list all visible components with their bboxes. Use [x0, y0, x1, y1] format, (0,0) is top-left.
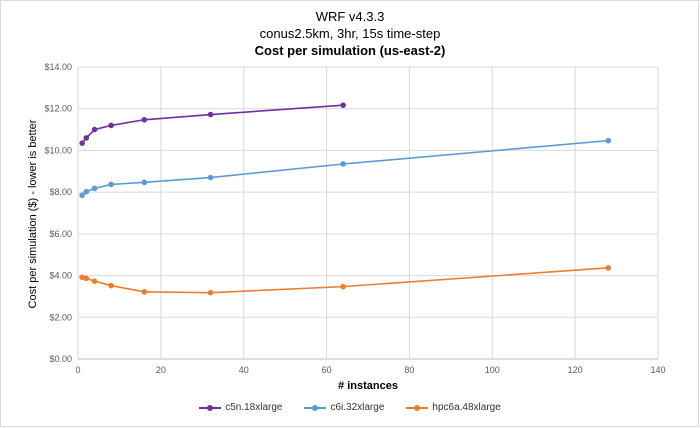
x-tick-label: 140 [650, 365, 665, 375]
x-tick-label: 60 [322, 365, 332, 375]
chart-title-line-3: Cost per simulation (us-east-2) [254, 43, 446, 58]
y-tick-label: $2.00 [49, 312, 72, 322]
y-tick-label: $14.00 [44, 62, 72, 72]
legend-label: c6i.32xlarge [330, 402, 385, 413]
series-line [81, 104, 344, 144]
line-chart: $0.00 $2.00 $4.00 $6.00 $8.00 $10.00 $12.00 $14… [27, 62, 666, 392]
y-tick-label: $4.00 [49, 271, 72, 281]
x-tick-label: 40 [239, 365, 249, 375]
x-tick-label: 0 [75, 365, 80, 375]
data-point [605, 137, 612, 144]
data-point [141, 179, 148, 186]
series-hpc6a.48xlarge [79, 265, 612, 296]
x-axis-label: # instances [338, 380, 398, 392]
y-tick-label: $0.00 [49, 354, 72, 364]
data-point [340, 102, 346, 108]
data-point [340, 283, 346, 290]
legend-item: hpc6a.48xlarge [406, 402, 501, 413]
x-tick-labels: 0 20 40 60 80 100 120 140 [75, 365, 665, 375]
x-tick-label: 20 [156, 365, 166, 375]
data-point [79, 140, 85, 146]
y-tick-label: $10.00 [44, 145, 72, 155]
data-point [91, 126, 98, 133]
y-tick-label: $12.00 [44, 104, 72, 114]
legend-item: c5n.18xlarge [199, 402, 282, 413]
data-point [83, 275, 90, 282]
data-point [79, 192, 85, 199]
x-tick-label: 100 [485, 365, 500, 375]
x-tick-label: 120 [568, 365, 583, 375]
data-point [207, 111, 214, 118]
data-point [108, 282, 114, 289]
legend-marker [304, 404, 327, 412]
y-axis-label: Cost per simulation ($) - lower is bette… [27, 119, 39, 308]
x-tick-label: 80 [404, 365, 414, 375]
y-tick-labels: $0.00 $2.00 $4.00 $6.00 $8.00 $10.00 $12.00 $14… [44, 62, 72, 364]
data-point [108, 122, 114, 129]
data-point [91, 278, 98, 285]
data-point [141, 116, 148, 123]
data-point [91, 185, 98, 192]
chart-title-line-1: WRF v4.3.3 [315, 9, 385, 24]
legend: c5n.18xlarge c6i.32xlarge hpc6a.48xlarge [0, 402, 700, 413]
series-c5n.18xlarge [79, 102, 346, 146]
data-point [83, 188, 90, 195]
legend-label: c5n.18xlarge [225, 402, 283, 413]
legend-item: c6i.32xlarge [304, 402, 384, 413]
chart-title-line-2: conus2.5km, 3hr, 15s time-step [259, 26, 441, 41]
data-point [605, 265, 612, 271]
legend-marker [406, 404, 429, 412]
data-point [207, 174, 214, 181]
data-point [141, 289, 148, 295]
series-lines [79, 102, 612, 296]
legend-marker [199, 404, 222, 412]
data-point [108, 181, 114, 188]
series-c6i.32xlarge [79, 137, 612, 199]
gridlines [77, 66, 659, 360]
legend-label: hpc6a.48xlarge [432, 402, 501, 413]
y-tick-label: $8.00 [49, 187, 72, 197]
data-point [83, 135, 90, 141]
data-point [340, 161, 346, 167]
y-tick-label: $6.00 [49, 229, 72, 239]
data-point [207, 289, 214, 296]
